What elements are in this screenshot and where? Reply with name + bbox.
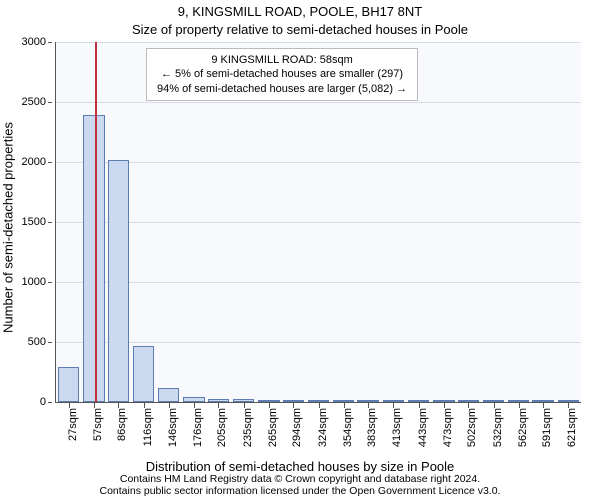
x-tick-label: 86sqm: [116, 408, 128, 441]
y-tick-label: 1500: [22, 216, 56, 228]
y-tick-label: 2000: [22, 156, 56, 168]
plot-area: 05001000150020002500300027sqm57sqm86sqm1…: [55, 42, 581, 403]
page: 9, KINGSMILL ROAD, POOLE, BH17 8NT Size …: [0, 0, 600, 500]
x-axis-label: Distribution of semi-detached houses by …: [0, 459, 600, 474]
x-tick-label: 294sqm: [291, 408, 303, 447]
y-tick-label: 1000: [22, 276, 56, 288]
gridline: [56, 102, 581, 103]
histogram-bar: [133, 346, 155, 402]
x-tick-label: 532sqm: [492, 408, 504, 447]
y-tick-label: 3000: [22, 36, 56, 48]
x-tick-label: 205sqm: [216, 408, 228, 447]
page-title: 9, KINGSMILL ROAD, POOLE, BH17 8NT: [0, 4, 600, 19]
x-tick-label: 502sqm: [466, 408, 478, 447]
y-tick-label: 0: [40, 396, 56, 408]
marker-line: [95, 42, 97, 402]
x-tick-label: 146sqm: [167, 408, 179, 447]
x-tick-label: 324sqm: [317, 408, 329, 447]
y-tick-label: 2500: [22, 96, 56, 108]
histogram-bar: [158, 388, 180, 402]
legend-line: ← 5% of semi-detached houses are smaller…: [157, 67, 407, 81]
histogram-bar: [58, 367, 80, 402]
legend-line: 94% of semi-detached houses are larger (…: [157, 82, 407, 96]
x-tick-label: 176sqm: [192, 408, 204, 447]
gridline: [56, 222, 581, 223]
legend-box: 9 KINGSMILL ROAD: 58sqm ← 5% of semi-det…: [146, 48, 418, 101]
gridline: [56, 162, 581, 163]
y-axis-label: Number of semi-detached properties: [1, 28, 16, 428]
x-tick-label: 443sqm: [417, 408, 429, 447]
attribution: Contains HM Land Registry data © Crown c…: [0, 473, 600, 498]
histogram-bar: [108, 160, 130, 402]
gridline: [56, 282, 581, 283]
x-tick-label: 383sqm: [366, 408, 378, 447]
x-tick-label: 116sqm: [142, 408, 154, 446]
x-tick-label: 27sqm: [67, 408, 79, 441]
x-tick-label: 473sqm: [442, 408, 454, 447]
attribution-line: Contains public sector information licen…: [0, 485, 600, 498]
x-tick-label: 413sqm: [391, 408, 403, 447]
x-tick-label: 354sqm: [342, 408, 354, 447]
legend-line: 9 KINGSMILL ROAD: 58sqm: [157, 53, 407, 67]
attribution-line: Contains HM Land Registry data © Crown c…: [0, 473, 600, 486]
x-tick-label: 591sqm: [541, 408, 553, 447]
gridline: [56, 342, 581, 343]
x-tick-label: 562sqm: [517, 408, 529, 447]
x-tick-label: 265sqm: [267, 408, 279, 447]
page-subtitle: Size of property relative to semi-detach…: [0, 22, 600, 37]
x-tick-label: 235sqm: [242, 408, 254, 447]
x-tick-label: 621sqm: [566, 408, 578, 447]
gridline: [56, 42, 581, 43]
x-tick-label: 57sqm: [92, 408, 104, 441]
y-tick-label: 500: [28, 336, 56, 348]
